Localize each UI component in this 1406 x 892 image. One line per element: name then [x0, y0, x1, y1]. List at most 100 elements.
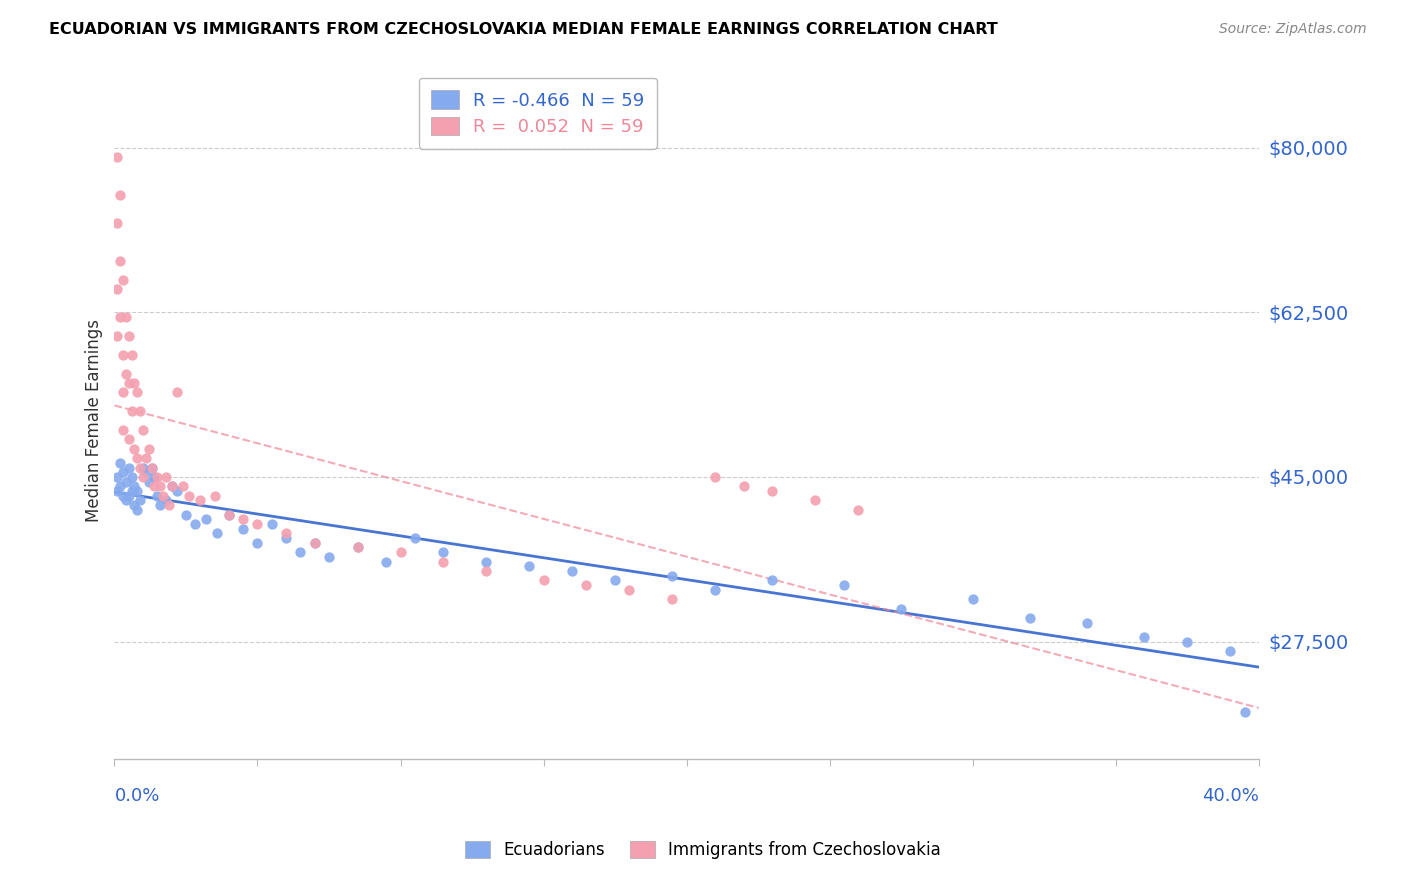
Text: 0.0%: 0.0% — [114, 788, 160, 805]
Point — [619, 582, 641, 597]
Point — [115, 493, 138, 508]
Point — [132, 470, 155, 484]
Text: Source: ZipAtlas.com: Source: ZipAtlas.com — [1219, 22, 1367, 37]
Point — [188, 493, 211, 508]
Point — [105, 216, 128, 230]
Point — [274, 531, 297, 545]
Point — [111, 272, 134, 286]
Point — [127, 385, 149, 400]
Point — [166, 385, 188, 400]
Point — [108, 310, 131, 325]
Point — [141, 460, 163, 475]
Point — [318, 549, 340, 564]
Point — [160, 479, 183, 493]
Point — [246, 516, 269, 531]
Point — [432, 555, 454, 569]
Point — [304, 536, 326, 550]
Point — [152, 489, 174, 503]
Point — [111, 348, 134, 362]
Point — [304, 536, 326, 550]
Point — [135, 465, 157, 479]
Point — [704, 470, 727, 484]
Point — [475, 564, 498, 578]
Point — [172, 479, 194, 493]
Point — [124, 376, 146, 390]
Point — [118, 460, 141, 475]
Point — [132, 423, 155, 437]
Point — [108, 188, 131, 202]
Point — [733, 479, 755, 493]
Point — [111, 385, 134, 400]
Point — [105, 470, 128, 484]
Point — [108, 479, 131, 493]
Legend: Ecuadorians, Immigrants from Czechoslovakia: Ecuadorians, Immigrants from Czechoslova… — [458, 834, 948, 866]
Point — [246, 536, 269, 550]
Point — [129, 493, 152, 508]
Point — [704, 582, 727, 597]
Point — [155, 493, 177, 508]
Point — [149, 479, 172, 493]
Point — [105, 282, 128, 296]
Point — [274, 526, 297, 541]
Point — [157, 498, 180, 512]
Point — [232, 522, 254, 536]
Point — [661, 568, 683, 582]
Legend: R = -0.466  N = 59, R =  0.052  N = 59: R = -0.466 N = 59, R = 0.052 N = 59 — [419, 78, 657, 149]
Point — [761, 574, 783, 588]
Point — [121, 470, 143, 484]
Point — [804, 493, 827, 508]
Point — [118, 433, 141, 447]
Point — [561, 564, 583, 578]
Point — [129, 460, 152, 475]
Point — [149, 498, 172, 512]
Y-axis label: Median Female Earnings: Median Female Earnings — [86, 319, 103, 522]
Point — [177, 489, 200, 503]
Point — [127, 451, 149, 466]
Point — [108, 456, 131, 470]
Point — [890, 601, 912, 615]
Point — [111, 465, 134, 479]
Point — [108, 253, 131, 268]
Point — [127, 503, 149, 517]
Point — [124, 479, 146, 493]
Point — [143, 479, 166, 493]
Point — [129, 404, 152, 418]
Point — [111, 423, 134, 437]
Point — [218, 508, 240, 522]
Text: 40.0%: 40.0% — [1202, 788, 1258, 805]
Point — [160, 479, 183, 493]
Point — [111, 489, 134, 503]
Point — [105, 329, 128, 343]
Point — [121, 404, 143, 418]
Point — [146, 470, 169, 484]
Point — [232, 512, 254, 526]
Point — [127, 484, 149, 499]
Point — [166, 484, 188, 499]
Point — [105, 150, 128, 164]
Text: ECUADORIAN VS IMMIGRANTS FROM CZECHOSLOVAKIA MEDIAN FEMALE EARNINGS CORRELATION : ECUADORIAN VS IMMIGRANTS FROM CZECHOSLOV… — [49, 22, 998, 37]
Point — [155, 470, 177, 484]
Point — [1233, 705, 1256, 719]
Point — [194, 512, 217, 526]
Point — [432, 545, 454, 559]
Point — [121, 484, 143, 499]
Point — [132, 460, 155, 475]
Point — [575, 578, 598, 592]
Point — [135, 451, 157, 466]
Point — [290, 545, 312, 559]
Point — [603, 574, 626, 588]
Point — [404, 531, 426, 545]
Point — [661, 592, 683, 607]
Point — [115, 310, 138, 325]
Point — [517, 559, 540, 574]
Point — [118, 329, 141, 343]
Point — [346, 541, 368, 555]
Point — [346, 541, 368, 555]
Point — [1019, 611, 1042, 625]
Point — [260, 516, 283, 531]
Point — [121, 348, 143, 362]
Point — [105, 484, 128, 499]
Point — [124, 498, 146, 512]
Point — [183, 516, 205, 531]
Point — [832, 578, 855, 592]
